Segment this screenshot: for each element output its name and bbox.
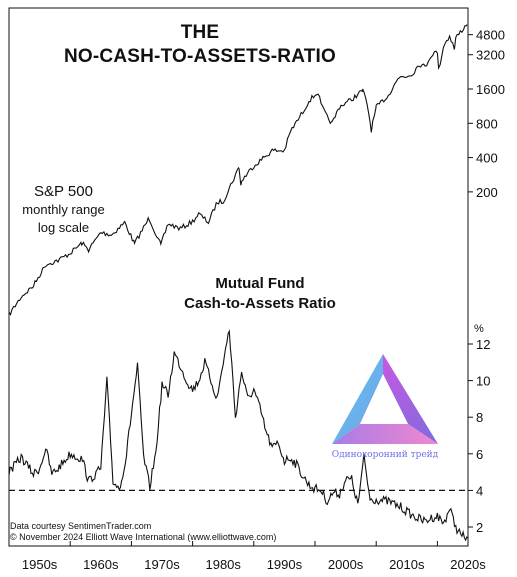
- x-tick-label: 1950s: [22, 557, 58, 572]
- sp500-label-line1: S&P 500: [34, 183, 93, 200]
- y-tick-bottom-label: 8: [476, 410, 483, 425]
- x-tick-label: 2010s: [389, 557, 425, 572]
- y-tick-bottom-label: 4: [476, 483, 483, 498]
- y-tick-top-label: 3200: [476, 48, 505, 63]
- x-tick-label: 1960s: [83, 557, 119, 572]
- chart-title-line1: THE: [180, 22, 220, 43]
- chart-title-line2: NO-CASH-TO-ASSETS-RATIO: [63, 46, 336, 67]
- y-tick-bottom-label: 10: [476, 374, 490, 389]
- mutual-fund-label-line1: Mutual Fund: [215, 275, 305, 292]
- sp500-label-line2: monthly range: [22, 202, 105, 217]
- cash-ratio-series-line: [8, 329, 469, 542]
- y-tick-bottom-label: 6: [476, 447, 483, 462]
- y-tick-top-label: 1600: [476, 82, 505, 97]
- copyright-credit: © November 2024 Elliott Wave Internation…: [10, 532, 277, 542]
- watermark-caption: Одинохоронний трейд: [331, 450, 439, 460]
- plot-frame: [8, 7, 469, 547]
- y-tick-top-label: 800: [476, 116, 498, 131]
- y-tick-top-label: 200: [476, 185, 498, 200]
- y-tick-top-label: 4800: [476, 28, 505, 43]
- y-axis-unit-label: %: [474, 323, 484, 335]
- x-tick-label: 2020s: [450, 557, 486, 572]
- y-tick-bottom-label: 12: [476, 337, 490, 352]
- data-credit: Data courtesy SentimenTrader.com: [10, 521, 152, 531]
- triangle-logo-icon: [332, 354, 438, 444]
- x-tick-label: 2000s: [328, 557, 364, 572]
- y-tick-top-label: 400: [476, 151, 498, 166]
- mutual-fund-label: Mutual Fund Cash-to-Assets Ratio: [155, 274, 365, 314]
- y-tick-bottom-label: 2: [476, 520, 483, 535]
- sp500-label-line3: log scale: [37, 220, 90, 235]
- mutual-fund-label-line2: Cash-to-Assets Ratio: [184, 295, 336, 312]
- x-tick-label: 1980s: [205, 557, 241, 572]
- sp500-series-line: [8, 24, 468, 316]
- x-tick-label: 1970s: [144, 557, 180, 572]
- sp500-label: S&P 500 monthly range log scale: [6, 183, 121, 237]
- x-tick-label: 1990s: [267, 557, 303, 572]
